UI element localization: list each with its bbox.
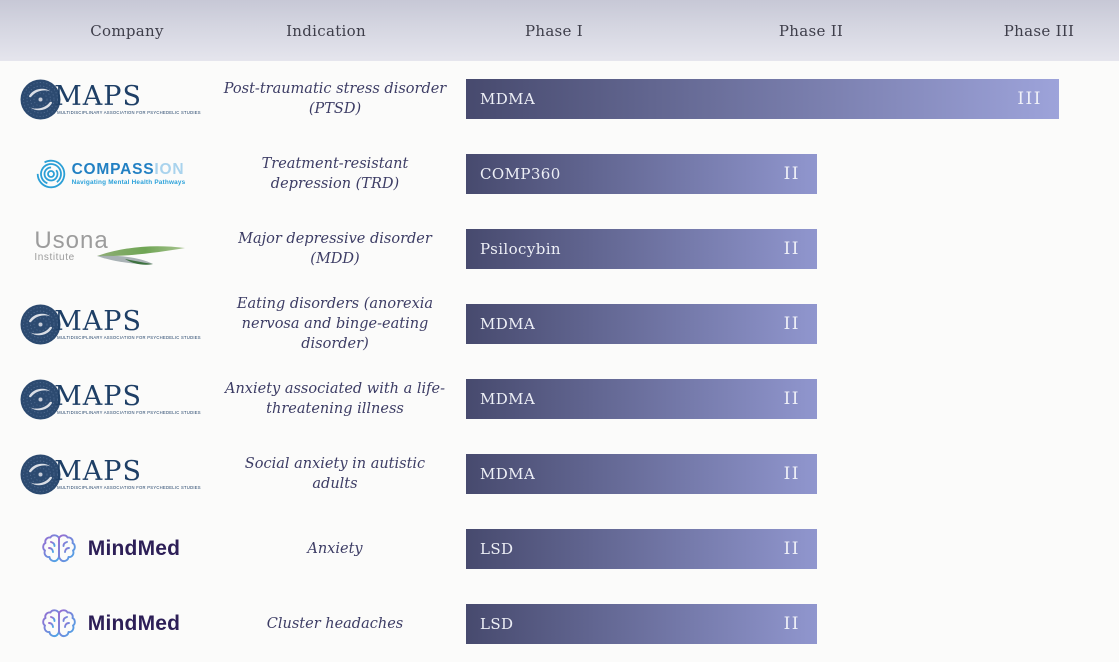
maps-logo: MAPS MULTIDISCIPLINARY ASSOCIATION FOR P… [20,79,201,120]
usona-logo-subtext: Institute [34,252,75,263]
phase-numeral-label: II [783,314,800,334]
pipeline-row: MAPS MULTIDISCIPLINARY ASSOCIATION FOR P… [0,362,1119,437]
company-logo-cell: MAPS MULTIDISCIPLINARY ASSOCIATION FOR P… [18,362,203,437]
maps-logo-icon [20,304,61,344]
maps-logo: MAPS MULTIDISCIPLINARY ASSOCIATION FOR P… [20,379,201,420]
compass-logo-tagline: Navigating Mental Health Pathways [71,179,186,187]
column-header-indication: Indication [286,21,366,40]
phase-numeral-label: II [783,539,800,559]
phase-numeral-label: II [783,164,800,184]
drug-name-label: COMP360 [480,165,561,183]
column-header-company: Company [90,21,164,40]
column-header-band: Company Indication Phase I Phase II Phas… [0,0,1119,61]
phase-numeral-label: II [783,614,800,634]
company-logo-cell: MAPS MULTIDISCIPLINARY ASSOCIATION FOR P… [18,437,203,512]
pipeline-row: MindMed Anxiety LSD II [0,512,1119,587]
indication-label: Social anxiety in autistic adults [244,456,426,492]
maps-logo-icon [20,454,61,494]
phase-progress-bar: Psilocybin II [466,229,817,269]
phase-progress-bar: LSD II [466,604,817,644]
compass-logo-wordmark-suffix: ION [154,160,185,178]
company-logo-cell: Usona Institute [18,212,203,287]
pipeline-row: MAPS MULTIDISCIPLINARY ASSOCIATION FOR P… [0,62,1119,137]
maps-logo-subtext: MULTIDISCIPLINARY ASSOCIATION FOR PSYCHE… [57,409,201,415]
indication-label: Cluster headaches [266,616,404,632]
phase-numeral-label: II [783,464,800,484]
phase-progress-bar: MDMA II [466,304,817,344]
usona-logo-wordmark: Usona [34,227,109,254]
company-logo-cell: MindMed [18,512,203,587]
usona-logo: Usona Institute [34,229,186,269]
pipeline-row: MindMed Cluster headaches LSD II [0,587,1119,662]
drug-name-label: LSD [480,615,514,633]
maps-logo-subtext: MULTIDISCIPLINARY ASSOCIATION FOR PSYCHE… [57,109,201,115]
column-header-phase3: Phase III [1003,21,1075,40]
indication-label: Anxiety [307,541,363,557]
pipeline-row: Usona Institute Major depressive disorde… [0,212,1119,287]
company-logo-cell: MindMed [18,587,203,662]
mindmed-logo-brain-icon [42,608,76,637]
indication-label: Anxiety associated with a life-threateni… [225,381,445,417]
pipeline-row: COMPASSION Navigating Mental Health Path… [0,137,1119,212]
phase-numeral-label: III [1017,89,1042,109]
maps-logo-subtext: MULTIDISCIPLINARY ASSOCIATION FOR PSYCHE… [57,334,201,340]
indication-label: Treatment-resistant depression (TRD) [261,156,409,192]
maps-logo-wordmark: MAPS [54,455,142,487]
maps-logo-wordmark: MAPS [54,80,142,112]
phase-numeral-label: II [783,239,800,259]
maps-logo-wordmark: MAPS [54,305,142,337]
drug-name-label: MDMA [480,90,536,108]
column-header-phase1: Phase I [524,21,584,40]
maps-logo: MAPS MULTIDISCIPLINARY ASSOCIATION FOR P… [20,454,201,495]
phase-progress-bar: LSD II [466,529,817,569]
drug-name-label: LSD [480,540,514,558]
usona-logo-swoosh-icon [96,246,185,265]
pipeline-row: MAPS MULTIDISCIPLINARY ASSOCIATION FOR P… [0,437,1119,512]
mindmed-logo-brain-icon [42,533,76,562]
drug-name-label: MDMA [480,315,536,333]
mindmed-logo-wordmark: MindMed [87,537,181,560]
maps-logo: MAPS MULTIDISCIPLINARY ASSOCIATION FOR P… [20,304,201,345]
phase-progress-bar: COMP360 II [466,154,817,194]
company-logo-cell: MAPS MULTIDISCIPLINARY ASSOCIATION FOR P… [18,62,203,137]
column-header-phase2: Phase II [778,21,844,40]
maps-logo-wordmark: MAPS [54,380,142,412]
maps-logo-subtext: MULTIDISCIPLINARY ASSOCIATION FOR PSYCHE… [57,484,201,490]
compass-logo-icon [36,159,65,189]
compass-logo: COMPASSION Navigating Mental Health Path… [36,159,186,189]
company-logo-cell: COMPASSION Navigating Mental Health Path… [18,137,203,212]
mindmed-logo: MindMed [41,533,180,566]
mindmed-logo-wordmark: MindMed [87,612,181,635]
drug-name-label: MDMA [480,465,536,483]
company-logo-cell: MAPS MULTIDISCIPLINARY ASSOCIATION FOR P… [18,287,203,362]
drug-name-label: MDMA [480,390,536,408]
phase-progress-bar: MDMA III [466,79,1059,119]
indication-label: Post-traumatic stress disorder (PTSD) [223,81,447,117]
phase-numeral-label: II [783,389,800,409]
phase-progress-bar: MDMA II [466,379,817,419]
maps-logo-icon [20,379,61,419]
indication-label: Major depressive disorder (MDD) [238,231,432,267]
drug-name-label: Psilocybin [480,240,561,258]
maps-logo-icon [20,79,61,119]
pipeline-row: MAPS MULTIDISCIPLINARY ASSOCIATION FOR P… [0,287,1119,362]
phase-progress-bar: MDMA II [466,454,817,494]
indication-label: Eating disorders (anorexia nervosa and b… [236,296,434,352]
compass-logo-wordmark: COMPASS [71,160,155,178]
mindmed-logo: MindMed [41,608,180,641]
